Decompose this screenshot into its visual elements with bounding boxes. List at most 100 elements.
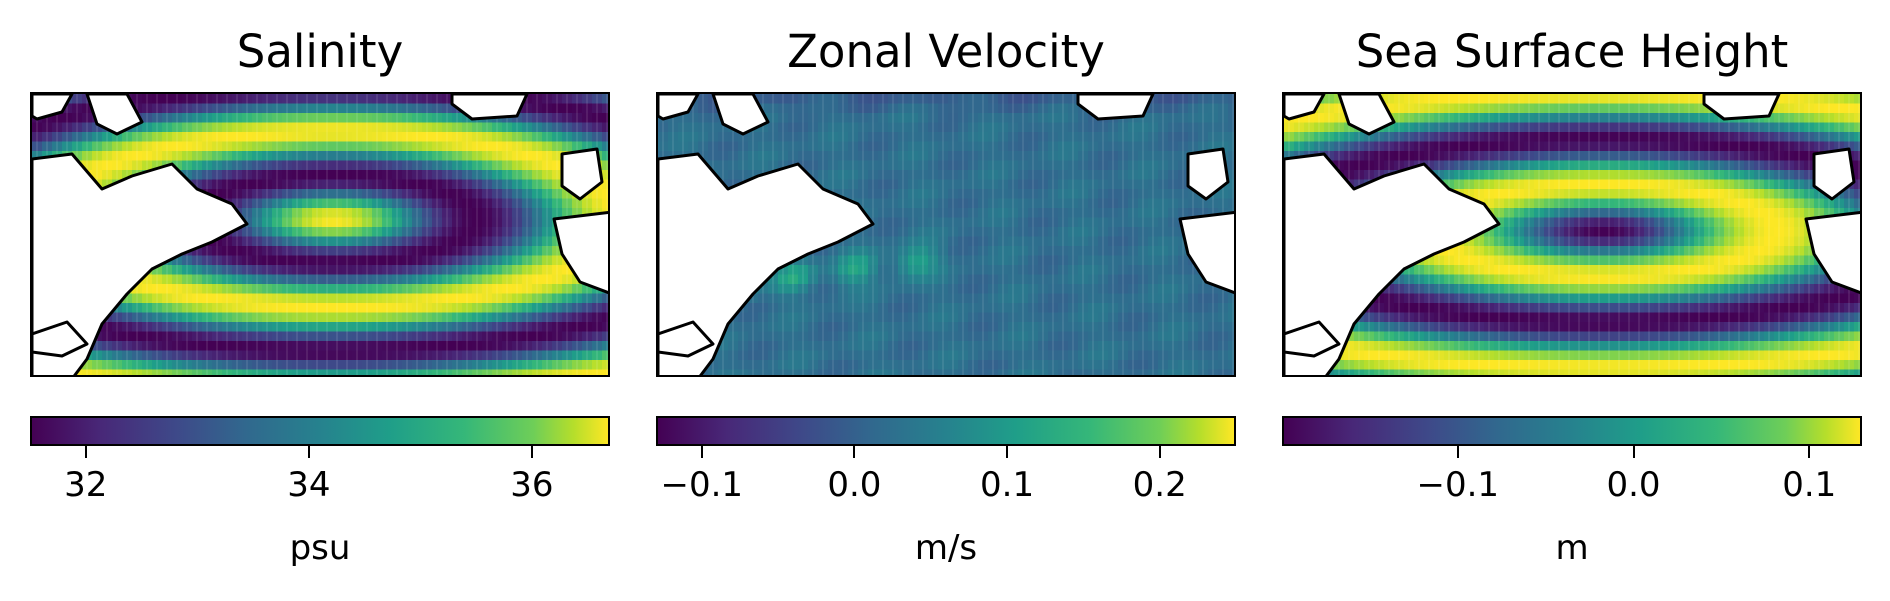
heatmap-cell: [472, 160, 483, 171]
heatmap-cell: [362, 265, 373, 276]
heatmap-cell: [1178, 236, 1189, 247]
heatmap-cell: [778, 369, 789, 375]
heatmap-cell: [718, 350, 729, 361]
heatmap-cell: [1038, 179, 1049, 190]
heatmap-cell: [1424, 151, 1435, 162]
heatmap-cell: [1594, 255, 1605, 266]
heatmap-cell: [948, 160, 959, 171]
heatmap-cell: [1078, 189, 1089, 200]
heatmap-cell: [1168, 360, 1179, 371]
land-mass: [450, 94, 529, 121]
heatmap-cell: [1078, 122, 1089, 133]
heatmap-cell: [738, 341, 749, 352]
heatmap-cell: [938, 189, 949, 200]
heatmap-cell: [978, 227, 989, 238]
heatmap-cell: [242, 369, 253, 375]
heatmap-cell: [1198, 113, 1209, 124]
heatmap-cell: [1108, 255, 1119, 266]
heatmap-cell: [1694, 331, 1705, 342]
heatmap-cell: [562, 208, 573, 219]
heatmap-cell: [1494, 369, 1505, 375]
heatmap-cell: [1564, 198, 1575, 209]
heatmap-cell: [1138, 227, 1149, 238]
heatmap-cell: [1148, 331, 1159, 342]
heatmap-cell: [282, 274, 293, 285]
heatmap-cell: [1634, 284, 1645, 295]
heatmap-cell: [212, 312, 223, 323]
heatmap-cell: [798, 113, 809, 124]
heatmap-cell: [422, 322, 433, 333]
land-mass: [32, 320, 89, 358]
heatmap-cell: [192, 369, 203, 375]
heatmap-cell: [382, 151, 393, 162]
heatmap-cell: [928, 208, 939, 219]
heatmap-cell: [452, 255, 463, 266]
heatmap-cell: [242, 312, 253, 323]
heatmap-cell: [838, 160, 849, 171]
heatmap-cell: [432, 151, 443, 162]
heatmap-cell: [988, 255, 999, 266]
heatmap-cell: [1098, 265, 1109, 276]
heatmap-cell: [352, 265, 363, 276]
heatmap-cell: [928, 122, 939, 133]
heatmap-cell: [322, 265, 333, 276]
heatmap-cell: [212, 341, 223, 352]
heatmap-cell: [1654, 265, 1665, 276]
heatmap-cell: [1128, 350, 1139, 361]
heatmap-cell: [1038, 246, 1049, 257]
heatmap-cell: [482, 151, 493, 162]
heatmap-cell: [1324, 113, 1335, 124]
heatmap-cell: [1604, 122, 1615, 133]
heatmap-cell: [938, 360, 949, 371]
heatmap-cell: [502, 151, 513, 162]
heatmap-cell: [212, 132, 223, 143]
heatmap-cell: [1574, 293, 1585, 304]
heatmap-cell: [1068, 265, 1079, 276]
heatmap-cell: [1404, 132, 1415, 143]
heatmap-cell: [1644, 255, 1655, 266]
heatmap-cell: [332, 293, 343, 304]
heatmap-cell: [1098, 217, 1109, 228]
heatmap-cell: [1168, 103, 1179, 114]
heatmap-cell: [968, 141, 979, 152]
heatmap-cell: [512, 122, 523, 133]
heatmap-cell: [1098, 274, 1109, 285]
heatmap-cell: [362, 284, 373, 295]
heatmap-cell: [1008, 303, 1019, 314]
heatmap-cell: [242, 94, 253, 105]
heatmap-cell: [1524, 94, 1535, 105]
heatmap-cell: [1088, 198, 1099, 209]
heatmap-cell: [1138, 360, 1149, 371]
heatmap-cell: [978, 360, 989, 371]
heatmap-cell: [808, 94, 819, 105]
heatmap-cell: [748, 151, 759, 162]
heatmap-cell: [1654, 160, 1665, 171]
heatmap-cell: [332, 284, 343, 295]
heatmap-cell: [1334, 360, 1345, 371]
heatmap-cell: [1324, 151, 1335, 162]
heatmap-cell: [92, 122, 103, 133]
heatmap-cell: [918, 293, 929, 304]
heatmap-cell: [1444, 246, 1455, 257]
heatmap-cell: [808, 331, 819, 342]
heatmap-cell: [1464, 132, 1475, 143]
heatmap-cell: [1374, 350, 1385, 361]
heatmap-cell: [1704, 113, 1715, 124]
heatmap-cell: [868, 341, 879, 352]
heatmap-cell: [1574, 360, 1585, 371]
heatmap-cell: [1414, 265, 1425, 276]
heatmap-cell: [272, 265, 283, 276]
heatmap-cell: [432, 331, 443, 342]
heatmap-cell: [152, 341, 163, 352]
heatmap-cell: [878, 341, 889, 352]
heatmap-cell: [532, 341, 543, 352]
heatmap-cell: [182, 303, 193, 314]
heatmap-cell: [342, 141, 353, 152]
heatmap-cell: [292, 312, 303, 323]
heatmap-cell: [948, 170, 959, 181]
heatmap-cell: [262, 198, 273, 209]
heatmap-cell: [1434, 151, 1445, 162]
heatmap-cell: [1504, 189, 1515, 200]
heatmap-cell: [1218, 341, 1229, 352]
heatmap-cell: [182, 160, 193, 171]
